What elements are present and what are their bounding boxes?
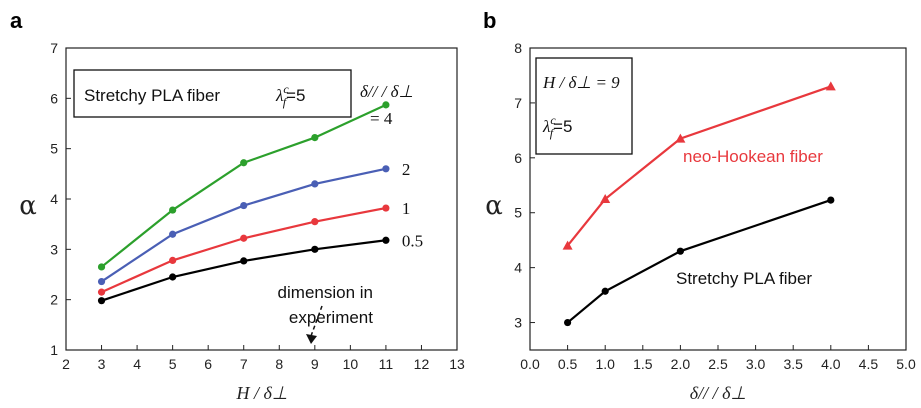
panel-a-data-point: [382, 204, 390, 212]
panel-a-x-tick-label: 8: [275, 356, 283, 372]
panel-a-data-point: [97, 297, 106, 305]
panel-a-y-tick-label: 4: [50, 191, 58, 207]
panel-b-y-tick-label: 7: [514, 95, 522, 111]
panel-a-data-point: [97, 263, 106, 271]
panel-b-y-tick-label: 3: [514, 315, 522, 331]
panel-a-x-tick-label: 9: [311, 356, 319, 372]
panel-a-y-tick-label: 2: [50, 292, 58, 308]
panel-b-annotation-box: H / δ⊥ = 9 λc f=5: [535, 57, 633, 155]
panel-b-data-point: [675, 133, 686, 143]
panel-b-box-param: λc f=5: [542, 113, 572, 140]
panel-b-series-label-pla: Stretchy PLA fiber: [676, 269, 812, 288]
panel-b-data-point: [676, 247, 685, 255]
panel-a-data-point: [97, 277, 106, 286]
panel-a-data-point: [311, 133, 319, 142]
panel-b-x-tick-label: 0.5: [558, 356, 578, 372]
panel-b-box-line1: H / δ⊥ = 9: [542, 73, 620, 92]
panel-a-data-point: [382, 165, 390, 173]
panel-b-y-axis-label: α: [485, 191, 503, 221]
panel-a-data-point: [311, 218, 319, 226]
panel-a-x-tick-label: 4: [133, 356, 141, 372]
panel-b-y-tick-label: 8: [514, 40, 522, 56]
panel-b-x-tick-label: 4.5: [859, 356, 879, 372]
panel-a-annotation-box: Stretchy PLA fiber λc f=5: [73, 69, 352, 118]
panel-b-y-tick-label: 6: [514, 150, 522, 166]
panel-b-series-label-neo-hookean: neo-Hookean fiber: [683, 147, 823, 166]
panel-b-y-tick-label: 5: [514, 205, 522, 221]
panel-a-box-text: Stretchy PLA fiber: [84, 86, 220, 105]
panel-a-box-param: λc f=5: [275, 82, 305, 109]
panel-b-series-line: [566, 199, 832, 324]
panel-a-dimension-note-line2: experiment: [289, 308, 373, 327]
panel-b-data-point: [601, 287, 609, 295]
panel-a-series-label: 1: [402, 199, 411, 218]
panel-a-y-tick-label: 7: [50, 40, 58, 56]
panel-b-x-tick-label: 2.0: [671, 356, 691, 372]
panel-a-dimension-arrow: [310, 305, 323, 337]
panel-b-data-point: [564, 318, 572, 327]
panel-a-dimension-arrow-head: [306, 334, 317, 344]
panel-a-data-point: [382, 101, 390, 109]
panel-a-legend-title: δ// / δ⊥: [360, 82, 413, 101]
panel-a-data-point: [311, 180, 319, 188]
panel-a-data-point: [169, 206, 177, 214]
panel-b-data-point: [827, 196, 835, 204]
panel-a-data-point: [169, 256, 177, 265]
panel-b-label: b: [483, 8, 496, 33]
panel-a-y-tick-label: 5: [50, 141, 58, 157]
panel-a-x-tick-label: 5: [169, 356, 177, 372]
panel-b-x-tick-label: 1.5: [633, 356, 653, 372]
panel-b-y-tick-label: 4: [514, 260, 522, 276]
panel-a-data-point: [97, 288, 106, 296]
panel-a-series-label: 0.5: [402, 231, 423, 250]
panel-a-x-tick-label: 13: [449, 356, 465, 372]
panel-a-y-tick-label: 6: [50, 90, 58, 106]
panel-a-data-point: [311, 245, 319, 253]
panel-a-series-line: [100, 103, 387, 268]
panel-b-x-tick-label: 3.0: [746, 356, 766, 372]
panel-a-x-tick-label: 6: [204, 356, 212, 372]
panel-a-data-point: [382, 236, 390, 244]
panel-a-y-axis-label: α: [19, 191, 37, 221]
panel-b-x-tick-label: 2.5: [708, 356, 728, 372]
panel-a-series-label: 2: [402, 160, 411, 179]
panel-a-legend-title-value: = 4: [370, 109, 393, 128]
panel-a-label: a: [10, 8, 23, 33]
panel-a-data-point: [240, 201, 248, 210]
panel-b-data-point: [562, 240, 573, 250]
panel-a-x-tick-label: 3: [98, 356, 106, 372]
panel-b-x-tick-label: 3.5: [783, 356, 803, 372]
panel-a-y-tick-label: 3: [50, 241, 58, 257]
panel-a-dimension-note-line1: dimension in: [278, 283, 373, 302]
panel-b-x-axis-label: δ// / δ⊥: [690, 383, 746, 403]
panel-b-series-line: [566, 85, 832, 247]
panel-a-y-tick-label: 1: [50, 342, 58, 358]
panel-b-data-point: [600, 194, 611, 203]
panel-a-x-axis-label: H / δ⊥: [235, 383, 287, 403]
panel-b-x-tick-label: 5.0: [896, 356, 916, 372]
panel-b-data-point: [825, 81, 836, 91]
panel-a-series-line: [100, 167, 387, 283]
panel-a-x-tick-label: 12: [414, 356, 430, 372]
panel-a-x-tick-label: 7: [240, 356, 248, 372]
panel-a-data-point: [240, 159, 248, 167]
panel-a-x-tick-label: 2: [62, 356, 70, 372]
panel-b: b 0.0 0.5 1.0 1.5 2.0 2.5 3.0 3.5 4.0 4.5 5.0 3 4 5 6 7…: [483, 8, 916, 403]
panel-a-data-point: [169, 273, 177, 281]
panel-a-data-point: [240, 257, 248, 265]
panel-b-x-tick-label: 0.0: [520, 356, 540, 372]
panel-a-series-line: [101, 206, 387, 294]
panel-b-x-tick-label: 4.0: [821, 356, 841, 372]
panel-a-x-tick-label: 11: [379, 356, 394, 372]
panel-a-x-tick-label: 10: [343, 356, 359, 372]
panel-b-x-tick-label: 1.0: [595, 356, 615, 372]
panel-a-data-point: [240, 234, 248, 242]
panel-a-data-point: [169, 230, 177, 238]
